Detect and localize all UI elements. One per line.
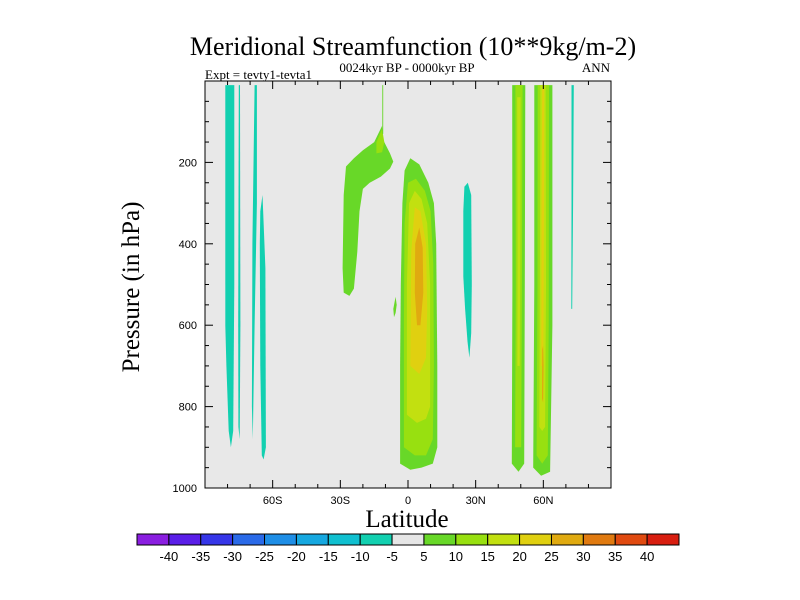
contour-tropical-main-cell-25	[414, 227, 424, 326]
colorbar-label: 35	[608, 549, 622, 564]
y-tick-label: 600	[179, 320, 197, 332]
colorbar-label: 40	[640, 549, 654, 564]
colorbar-label: -15	[319, 549, 338, 564]
colorbar-swatch	[200, 533, 234, 546]
axis-ticks: 60S 30S 0 30N 60N 200 400 600 800 1000	[173, 81, 611, 507]
contour-regions	[225, 85, 574, 476]
x-axis-label: Latitude	[365, 506, 448, 533]
colorbar-label: -20	[287, 549, 306, 564]
contour-sh-upper-spike	[382, 85, 384, 134]
colorbar-swatch	[519, 533, 552, 546]
contour-sh-polar-band-c	[251, 85, 257, 440]
colorbar-swatch	[455, 533, 489, 546]
contour-sh-small-blob	[393, 296, 397, 318]
x-tick-label: 30N	[466, 495, 486, 507]
colorbar-label: 30	[576, 549, 590, 564]
colorbar-label: -30	[223, 549, 242, 564]
contour-nh-polar-band	[571, 85, 574, 309]
contour-nh-midlat-cell-a-15	[517, 97, 521, 366]
colorbar-swatch	[550, 533, 584, 546]
colorbar-swatch	[136, 533, 170, 546]
contour-sh-polar-band-b	[238, 85, 241, 440]
colorbar-swatch	[359, 533, 393, 546]
colorbar-swatch	[327, 533, 361, 546]
contour-nh-midlat-cell-b-20	[541, 89, 545, 366]
colorbar-swatch	[614, 533, 648, 546]
colorbar-swatch	[423, 533, 457, 546]
colorbar-label: -5	[386, 549, 398, 564]
contour-nh-midlat-cell-b-25	[542, 345, 544, 403]
colorbar: -40 -35 -30 -25 -20 -15 -10 -5 5 10 15 20 25 30 35 40	[136, 533, 680, 564]
x-tick-label: 60N	[533, 495, 553, 507]
colorbar-swatch	[168, 533, 202, 546]
colorbar-swatch	[232, 533, 266, 546]
chart-subtitle: 0024kyr BP - 0000kyr BP	[339, 60, 474, 75]
contour-sh-tropical-arm	[342, 125, 394, 296]
colorbar-label: 10	[449, 549, 463, 564]
y-axis-label: Pressure (in hPa)	[118, 202, 145, 373]
contour-sh-polar-band-d	[259, 195, 266, 460]
contour-sh-polar-band-a	[225, 85, 235, 448]
y-tick-label: 1000	[173, 483, 197, 495]
colorbar-label: 15	[480, 549, 494, 564]
colorbar-label: -40	[160, 549, 179, 564]
colorbar-label: 20	[512, 549, 526, 564]
colorbar-label: 25	[544, 549, 558, 564]
colorbar-label: -25	[255, 549, 274, 564]
contour-nh-tropical-band	[463, 182, 472, 358]
colorbar-swatch	[264, 533, 297, 546]
chart-title: Meridional Streamfunction (10**9kg/m-2)	[190, 32, 636, 61]
colorbar-swatch	[391, 533, 425, 546]
colorbar-label: 5	[420, 549, 427, 564]
contour-sh-tropical-arm-core	[376, 129, 385, 154]
x-tick-label: 0	[405, 495, 411, 507]
y-tick-label: 400	[179, 239, 197, 251]
x-tick-label: 30S	[331, 495, 351, 507]
season-label: ANN	[582, 60, 611, 75]
y-tick-label: 800	[179, 402, 197, 414]
colorbar-swatch	[646, 533, 680, 546]
colorbar-swatch	[582, 533, 616, 546]
colorbar-swatch	[295, 533, 329, 546]
experiment-label: Expt = tevty1-tevta1	[205, 67, 312, 82]
y-tick-label: 200	[179, 157, 197, 169]
colorbar-label: -35	[191, 549, 210, 564]
x-tick-label: 60S	[263, 495, 283, 507]
colorbar-swatch	[487, 533, 521, 546]
colorbar-label: -10	[351, 549, 370, 564]
